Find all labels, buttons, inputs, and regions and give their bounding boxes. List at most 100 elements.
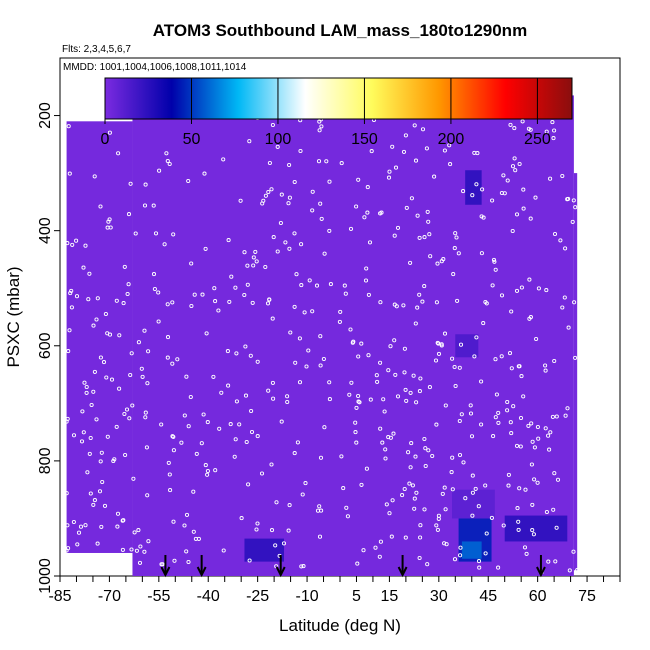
sample-marker — [355, 561, 360, 566]
sample-marker — [217, 426, 222, 431]
sample-marker — [442, 485, 447, 490]
sample-marker — [457, 452, 463, 458]
sample-marker — [64, 419, 69, 424]
sample-marker — [314, 283, 320, 288]
sample-marker — [406, 450, 411, 455]
sample-marker — [511, 404, 516, 409]
sample-marker — [319, 124, 324, 129]
sample-marker — [80, 409, 85, 414]
sample-marker — [463, 496, 468, 501]
sample-marker — [526, 126, 531, 131]
sample-marker — [491, 257, 497, 262]
sample-marker — [102, 503, 108, 508]
sample-marker — [418, 523, 423, 528]
sample-marker — [508, 122, 513, 127]
sample-marker — [293, 360, 298, 365]
sample-marker — [436, 351, 442, 356]
sample-marker — [143, 410, 148, 415]
sample-marker — [521, 206, 526, 211]
sample-marker — [554, 414, 559, 419]
sample-marker — [391, 431, 396, 436]
sample-marker — [533, 195, 538, 200]
sample-marker — [182, 523, 187, 528]
sample-marker — [97, 489, 103, 494]
sample-marker — [318, 334, 323, 339]
sample-marker — [393, 165, 399, 170]
y-axis: 200 400 600 800 1000 — [37, 102, 60, 594]
sample-marker — [516, 527, 521, 532]
sample-marker — [473, 486, 478, 491]
sample-marker — [458, 342, 464, 347]
sample-marker — [452, 246, 457, 251]
sample-marker — [134, 548, 139, 553]
sample-marker — [552, 471, 557, 476]
sample-marker — [353, 420, 358, 425]
sample-marker — [552, 358, 557, 364]
sample-marker — [565, 406, 570, 411]
sample-marker — [88, 435, 93, 441]
sample-marker — [263, 193, 268, 198]
sample-marker — [151, 203, 156, 208]
chart-title: ATOM3 Southbound LAM_mass_180to1290nm — [153, 21, 527, 40]
sample-marker — [386, 435, 391, 440]
sample-marker — [133, 231, 138, 236]
sample-marker — [194, 451, 199, 456]
sample-marker — [509, 366, 514, 371]
sample-marker — [470, 473, 475, 478]
x-tick-label: -40 — [197, 588, 220, 605]
sample-marker — [175, 357, 180, 362]
sample-marker — [199, 441, 204, 446]
sample-marker — [481, 321, 486, 326]
sample-marker — [324, 159, 329, 164]
sample-marker — [124, 407, 130, 412]
sample-marker — [359, 482, 364, 487]
sample-marker — [408, 465, 413, 470]
sample-marker — [120, 547, 125, 552]
sample-marker — [380, 440, 385, 445]
sample-marker — [516, 519, 521, 524]
sample-marker — [409, 441, 414, 446]
sample-marker — [104, 375, 109, 380]
sample-marker — [461, 189, 466, 194]
sample-marker — [403, 133, 408, 138]
sample-marker — [407, 481, 412, 486]
sample-marker — [266, 388, 271, 393]
sample-marker — [550, 120, 555, 125]
sample-marker — [524, 551, 529, 556]
sample-marker — [369, 149, 374, 154]
sample-marker — [490, 198, 495, 203]
sample-marker — [529, 421, 534, 426]
sample-marker — [170, 434, 175, 439]
sample-marker — [255, 521, 260, 526]
sample-marker — [243, 344, 248, 349]
sample-marker — [354, 440, 359, 445]
sample-marker — [318, 201, 323, 206]
sample-marker — [86, 297, 91, 302]
sample-marker — [297, 380, 303, 385]
sample-marker — [551, 507, 556, 512]
sample-marker — [216, 308, 221, 313]
colorbar-tick-label: 0 — [101, 131, 110, 148]
sample-marker — [410, 483, 415, 488]
sample-marker — [343, 291, 348, 296]
heatmap-cell — [461, 541, 482, 559]
sample-marker — [84, 384, 89, 390]
sample-marker — [454, 235, 459, 240]
sample-marker — [122, 411, 127, 417]
sample-marker — [237, 422, 242, 427]
sample-marker — [526, 423, 531, 428]
sample-marker — [412, 123, 417, 128]
sample-marker — [513, 168, 518, 173]
sample-marker — [443, 507, 448, 512]
flight-arrow-head — [160, 566, 171, 578]
sample-marker — [555, 477, 561, 482]
sample-marker — [82, 380, 87, 385]
sample-marker — [451, 272, 456, 277]
sample-marker — [514, 212, 520, 217]
sample-marker — [71, 433, 77, 438]
sample-marker — [403, 387, 408, 392]
sample-marker — [254, 527, 259, 532]
sample-marker — [182, 413, 187, 418]
sample-marker — [521, 394, 526, 399]
